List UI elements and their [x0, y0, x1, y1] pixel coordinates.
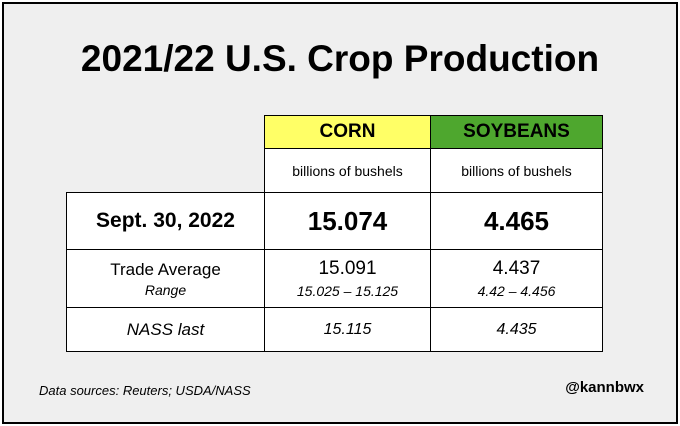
trade-row: Trade Average Range 15.091 15.025 – 15.1… [66, 249, 603, 308]
chart-title: 2021/22 U.S. Crop Production [80, 38, 600, 79]
crop-table: CORN SOYBEANS billions of bushels billio… [66, 115, 603, 352]
nass-row: NASS last 15.115 4.435 [66, 307, 603, 352]
corn-trade-cell: 15.091 15.025 – 15.125 [264, 249, 431, 308]
soybeans-header: SOYBEANS [430, 115, 603, 149]
soybeans-trade-value: 4.437 [492, 258, 541, 279]
author-handle: @kannbwx [565, 379, 644, 396]
unit-row: billions of bushels billions of bushels [67, 148, 603, 193]
header-row: CORN SOYBEANS [67, 115, 603, 149]
blank-cell [67, 149, 265, 193]
corn-header: CORN [264, 115, 431, 149]
range-label: Range [144, 281, 187, 298]
soybeans-nass-value: 4.435 [430, 307, 603, 352]
soybeans-unit: billions of bushels [430, 148, 603, 193]
soybeans-trade-cell: 4.437 4.42 – 4.456 [430, 249, 603, 308]
trade-label: Trade Average [110, 259, 221, 279]
corn-range-value: 15.025 – 15.125 [296, 283, 399, 299]
corn-nass-value: 15.115 [264, 307, 431, 352]
corn-trade-value: 15.091 [318, 258, 377, 279]
corn-latest-value: 15.074 [264, 192, 431, 250]
data-source: Data sources: Reuters; USDA/NASS [39, 383, 251, 398]
nass-label: NASS last [66, 307, 265, 352]
corn-unit: billions of bushels [264, 148, 431, 193]
blank-cell [67, 116, 265, 149]
soybeans-range-value: 4.42 – 4.456 [477, 283, 556, 299]
latest-row: Sept. 30, 2022 15.074 4.465 [66, 192, 603, 250]
trade-label-cell: Trade Average Range [66, 249, 265, 308]
soybeans-latest-value: 4.465 [430, 192, 603, 250]
latest-label: Sept. 30, 2022 [66, 192, 265, 250]
